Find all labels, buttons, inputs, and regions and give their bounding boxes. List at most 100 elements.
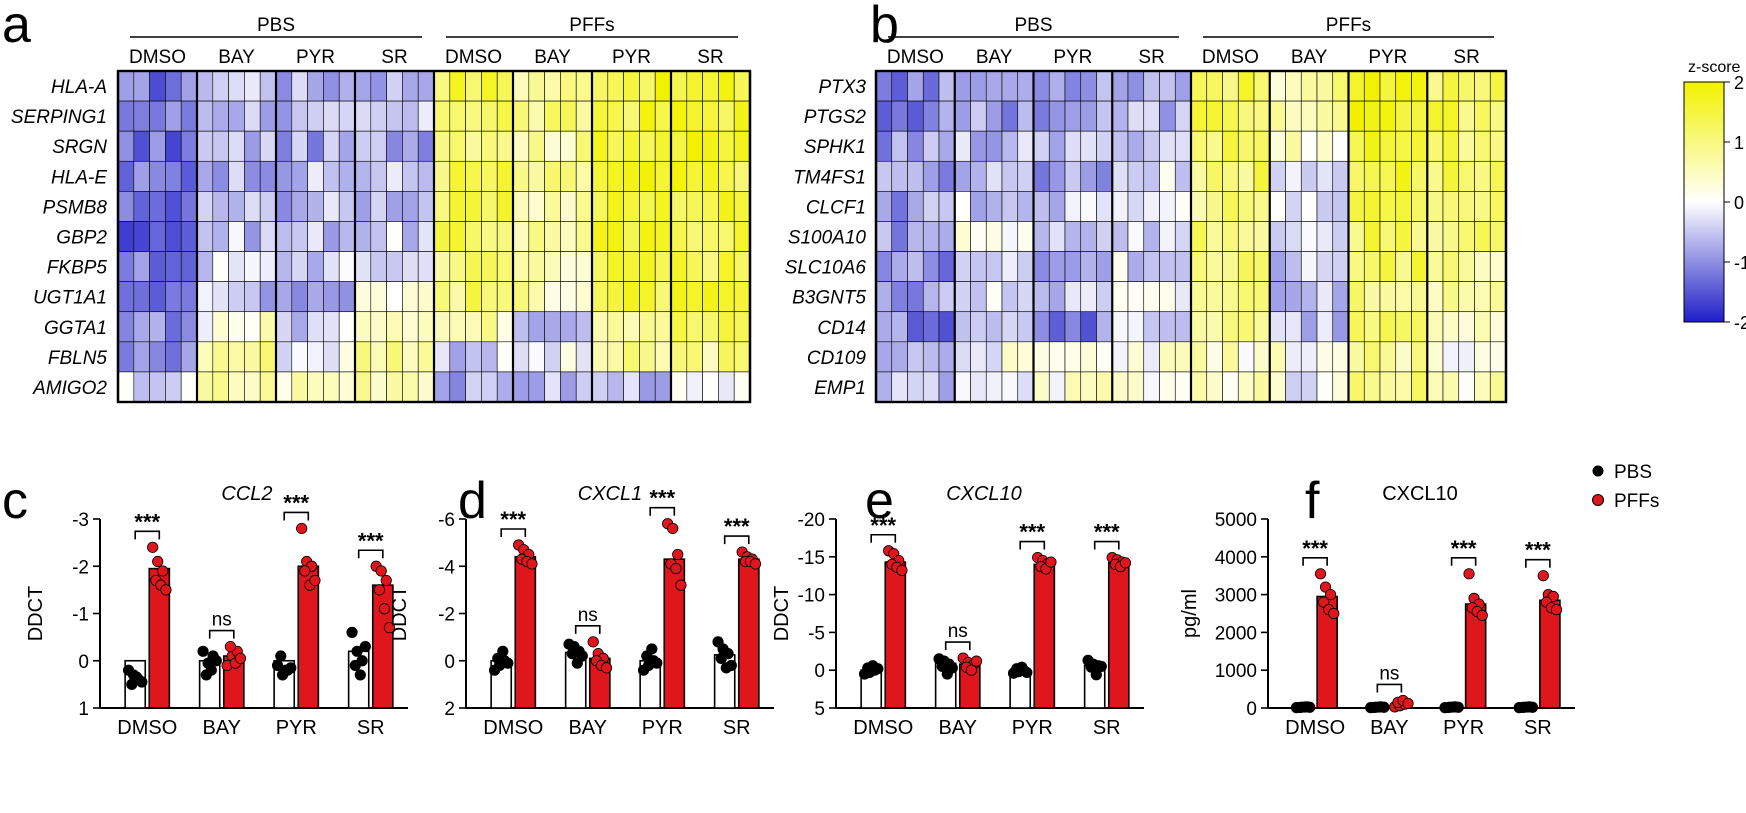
heatmap-cell <box>370 341 387 373</box>
heatmap-cell <box>1300 371 1318 403</box>
y-axis-label: DDCT <box>25 586 47 642</box>
heatmap-cell <box>1159 371 1176 403</box>
heatmap-cell <box>1048 371 1066 403</box>
heatmap-cell <box>560 160 577 192</box>
heatmap-cell <box>1332 311 1349 343</box>
heatmap-cell <box>433 311 451 343</box>
heatmap-cell <box>417 100 435 132</box>
heatmap-cell <box>623 221 640 252</box>
significance-bracket <box>1376 683 1403 693</box>
heatmap-cell <box>1285 221 1302 252</box>
heatmap-cell <box>623 160 640 192</box>
heatmap-cell <box>1080 341 1097 373</box>
heatmap-frame <box>116 69 752 404</box>
heatmap-cell <box>323 251 340 282</box>
heatmap-cell <box>1458 281 1475 313</box>
heatmap-cell <box>528 311 545 343</box>
heatmap-cell <box>954 311 971 343</box>
heatmap-cell <box>733 281 751 313</box>
heatmap-cell <box>1033 130 1050 162</box>
heatmap-cell <box>133 191 150 222</box>
heatmap-cell <box>1442 100 1460 132</box>
heatmap-cell <box>180 221 198 252</box>
heatmap-cell <box>496 130 514 162</box>
heatmap-cell <box>1489 130 1507 162</box>
heatmap-cell <box>291 251 308 282</box>
heatmap-condition-label: DMSO <box>445 47 502 68</box>
heatmap-cell <box>718 191 735 222</box>
heatmap-condition-label: DMSO <box>887 47 944 68</box>
heatmap-cell <box>970 130 987 162</box>
heatmap-cell <box>670 160 688 192</box>
heatmap-cell <box>1348 221 1365 252</box>
heatmap-cell <box>1411 100 1428 132</box>
heatmap-cell <box>1474 130 1491 162</box>
heatmap-cell <box>922 160 940 192</box>
heatmap-cell <box>512 281 530 313</box>
heatmap-cell <box>1017 191 1034 222</box>
heatmap-cell <box>1033 281 1050 313</box>
heatmap-cell <box>117 281 135 313</box>
heatmap-cell <box>117 251 135 282</box>
heatmap-cell <box>954 221 971 252</box>
heatmap-cell <box>1096 281 1113 313</box>
heatmap-cell <box>1285 70 1302 102</box>
heatmap-cell <box>875 70 893 102</box>
heatmap-cell <box>891 371 908 403</box>
heatmap-cell <box>1269 341 1286 373</box>
heatmap-cell <box>180 251 198 282</box>
heatmap-row-label: SERPING1 <box>11 107 107 128</box>
x-tick-label: PYR <box>276 717 317 739</box>
heatmap-cell <box>291 341 308 373</box>
heatmap-cell <box>1300 70 1318 102</box>
heatmap-cell <box>323 371 340 403</box>
heatmap-cell <box>875 371 893 403</box>
heatmap-cell <box>954 191 971 222</box>
data-point-pbs <box>210 655 222 667</box>
panel-label-b: b <box>870 0 899 54</box>
heatmap-cell <box>1442 281 1460 313</box>
heatmap-cell <box>402 281 419 313</box>
heatmap-cell <box>1363 251 1381 282</box>
heatmap-cell <box>465 191 482 222</box>
heatmap-cell <box>1269 130 1286 162</box>
heatmap-panel-b: PTX3 PTGS2 SPHK1 TM4FS1 CLCF1 S100A10 SLC10A6 B… <box>785 15 1508 404</box>
heatmap-cell <box>1489 221 1507 252</box>
data-point-pbs <box>1526 701 1539 713</box>
heatmap-cell <box>165 371 182 403</box>
heatmap-cell <box>196 160 214 192</box>
heatmap-cell <box>196 100 214 132</box>
heatmap-cell <box>433 281 451 313</box>
heatmap-cell <box>702 160 719 192</box>
y-tick-label: 3000 <box>1215 586 1257 607</box>
heatmap-cell <box>922 100 940 132</box>
heatmap-row-label: SPHK1 <box>804 137 866 158</box>
heatmap-cell <box>970 191 987 222</box>
heatmap-cell <box>244 221 261 252</box>
heatmap-cell <box>1190 191 1208 222</box>
heatmap-cell <box>1253 281 1271 313</box>
heatmap-cell <box>1064 311 1082 343</box>
heatmap-cell <box>259 100 277 132</box>
significance-label: *** <box>870 513 896 538</box>
heatmap-cell <box>1190 341 1208 373</box>
heatmap-cell <box>1159 100 1176 132</box>
data-point-pffs <box>1537 570 1549 582</box>
heatmap-cell <box>180 191 198 222</box>
heatmap-cell <box>1206 281 1223 313</box>
heatmap-cell <box>244 160 261 192</box>
heatmap-cell <box>954 70 971 102</box>
x-tick-label: BAY <box>938 717 977 739</box>
heatmap-cell <box>259 191 277 222</box>
heatmap-cell <box>639 251 656 282</box>
heatmap-cell <box>465 371 482 403</box>
heatmap-cell <box>702 221 719 252</box>
heatmap-cell <box>985 100 1003 132</box>
heatmap-cell <box>1143 130 1160 162</box>
heatmap-cell <box>544 70 561 102</box>
heatmap-cell <box>291 371 308 403</box>
heatmap-cell <box>386 281 403 313</box>
heatmap-cell <box>1190 70 1208 102</box>
heatmap-cell <box>117 341 135 373</box>
heatmap-cell <box>449 371 466 403</box>
